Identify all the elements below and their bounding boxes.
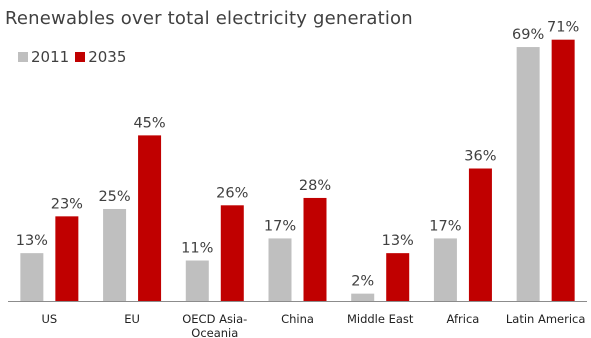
- legend-swatch-2035: [75, 52, 86, 62]
- value-label-2035-china: 28%: [299, 178, 331, 194]
- bar-2035-china: [303, 197, 327, 301]
- chart-title: Renewables over total electricity genera…: [5, 8, 413, 29]
- category-label-oecd-asia-oceania-line2: Oceania: [191, 326, 238, 338]
- value-label-2011-eu: 25%: [98, 189, 130, 205]
- category-label-china: China: [281, 312, 314, 326]
- category-label-africa: Africa: [447, 312, 480, 326]
- value-label-2035-africa: 36%: [464, 149, 496, 165]
- category-label-middle-east: Middle East: [347, 312, 414, 326]
- bar-2035-us: [55, 216, 79, 301]
- legend-label-2011: 2011: [31, 48, 70, 66]
- value-label-2011-middle-east: 2%: [351, 274, 374, 290]
- category-label-eu: EU: [124, 312, 140, 326]
- bar-2011-china: [268, 238, 292, 301]
- bar-2035-middle-east: [386, 253, 410, 301]
- bar-2011-latin-america: [516, 47, 540, 301]
- value-label-2011-china: 17%: [264, 218, 296, 234]
- value-label-2035-oecd-asia-oceania: 26%: [216, 185, 248, 201]
- bar-2035-oecd-asia-oceania: [220, 205, 244, 301]
- value-label-2011-latin-america: 69%: [512, 27, 544, 43]
- bar-2035-eu: [138, 135, 162, 301]
- bar-2035-latin-america: [551, 39, 575, 302]
- category-label-oecd-asia-oceania: OECD Asia-: [182, 312, 247, 326]
- value-label-2011-us: 13%: [16, 233, 48, 249]
- legend: 2011 2035: [18, 48, 132, 66]
- bar-2035-africa: [468, 168, 492, 301]
- value-label-2035-middle-east: 13%: [382, 233, 414, 249]
- bar-2011-oecd-asia-oceania: [185, 260, 209, 301]
- value-label-2011-africa: 17%: [429, 218, 461, 234]
- bar-2011-middle-east: [351, 293, 375, 301]
- bar-2011-eu: [103, 208, 127, 301]
- legend-swatch-2011: [18, 52, 28, 62]
- legend-item-2035: 2035: [75, 48, 126, 66]
- category-label-us: US: [41, 312, 57, 326]
- bar-2011-africa: [433, 238, 457, 301]
- value-label-2011-oecd-asia-oceania: 11%: [181, 241, 213, 257]
- legend-item-2011: 2011: [18, 48, 69, 66]
- value-label-2035-latin-america: 71%: [547, 20, 579, 36]
- bar-2011-us: [20, 253, 44, 301]
- category-label-latin-america: Latin America: [506, 312, 586, 326]
- value-label-2035-eu: 45%: [133, 115, 165, 131]
- value-label-2035-us: 23%: [51, 196, 83, 212]
- legend-label-2035: 2035: [88, 48, 127, 66]
